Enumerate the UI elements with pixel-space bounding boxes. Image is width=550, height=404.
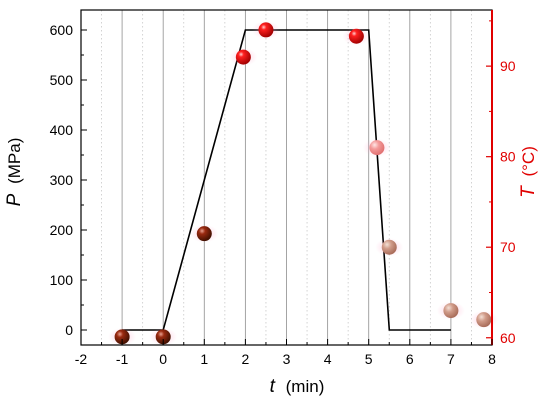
- left-y-axis-label: P (MPa): [4, 138, 25, 207]
- temperature-point: [476, 312, 492, 328]
- left-y-tick-label: 200: [50, 222, 74, 238]
- x-tick-label: 1: [200, 351, 208, 367]
- right-y-tick-label: 80: [500, 149, 516, 165]
- right-y-axis-ticks: 60 70 80 90: [486, 20, 516, 346]
- x-axis-label-unit: (min): [286, 377, 325, 396]
- left-y-axis-label-unit: (MPa): [5, 138, 24, 184]
- left-y-tick-label: 300: [50, 172, 74, 188]
- left-y-tick-label: 100: [50, 272, 74, 288]
- x-tick-label: 2: [242, 351, 250, 367]
- x-tick-label: 5: [365, 351, 373, 367]
- x-tick-label: 7: [447, 351, 455, 367]
- x-tick-label: 8: [488, 351, 496, 367]
- right-y-axis-label-var: T: [518, 185, 539, 198]
- left-y-axis-ticks: 0 100 200 300 400 500 600: [50, 22, 87, 338]
- x-tick-label: 6: [406, 351, 414, 367]
- left-y-axis-label-var: P: [4, 193, 25, 206]
- right-y-tick-label: 60: [500, 330, 516, 346]
- left-y-tick-label: 0: [65, 322, 73, 338]
- x-tick-label: 4: [324, 351, 332, 367]
- x-axis-label-var: t: [270, 376, 276, 397]
- temperature-points: [108, 20, 498, 346]
- x-tick-label: -1: [116, 351, 129, 367]
- left-y-tick-label: 600: [50, 22, 74, 38]
- temperature-point: [443, 303, 459, 319]
- grid: [101, 10, 472, 345]
- temperature-point: [196, 226, 212, 242]
- x-tick-label: 3: [283, 351, 291, 367]
- temperature-point: [235, 49, 251, 65]
- right-axis-line: [491, 10, 493, 345]
- temperature-point: [258, 22, 274, 38]
- temperature-point: [155, 329, 171, 345]
- x-tick-label: 0: [159, 351, 167, 367]
- x-axis-label: t (min): [270, 376, 325, 397]
- temperature-point: [348, 28, 364, 44]
- temperature-point: [369, 140, 385, 156]
- left-y-tick-label: 400: [50, 122, 74, 138]
- left-y-tick-label: 500: [50, 72, 74, 88]
- temperature-point: [114, 329, 130, 345]
- temperature-point: [381, 239, 397, 255]
- x-axis-ticks: -2 -1 0 1 2 3 4 5 6 7 8: [75, 339, 496, 367]
- right-y-tick-label: 70: [500, 239, 516, 255]
- right-y-tick-label: 90: [500, 58, 516, 74]
- right-y-axis-label: T (°C): [518, 146, 539, 198]
- x-tick-label: -2: [75, 351, 88, 367]
- right-y-axis-label-unit: (°C): [519, 146, 538, 176]
